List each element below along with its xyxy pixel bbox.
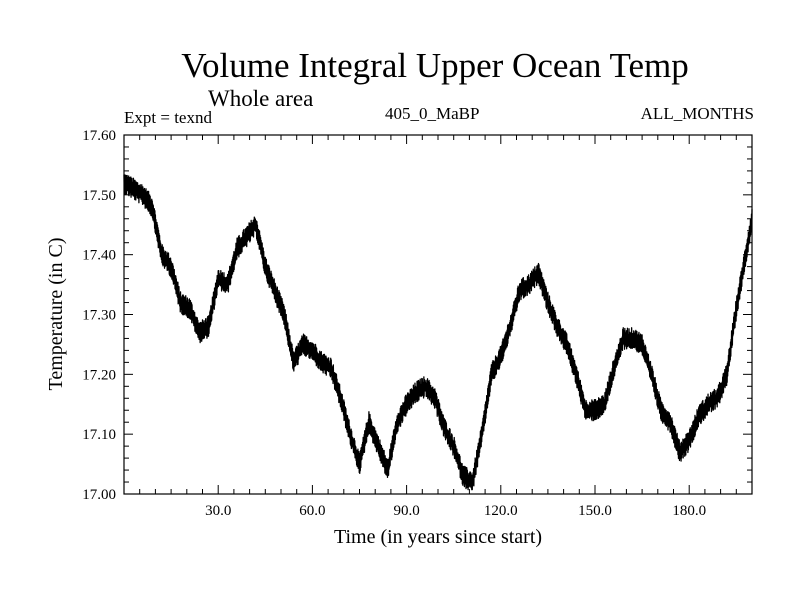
- chart-subtitle: Whole area: [208, 86, 314, 111]
- y-tick-label: 17.00: [82, 487, 116, 503]
- x-tick-label: 120.0: [484, 503, 518, 519]
- y-tick-label: 17.20: [82, 367, 116, 383]
- y-tick-label: 17.40: [82, 248, 116, 264]
- x-tick-label: 30.0: [205, 503, 231, 519]
- chart-title: Volume Integral Upper Ocean Temp: [181, 46, 689, 85]
- axis-ticks: [124, 134, 752, 495]
- x-axis-label: Time (in years since start): [334, 526, 542, 548]
- series-line-temperature: [123, 174, 753, 491]
- y-axis-label: Temperature (in C): [45, 238, 67, 391]
- case-label: 405_0_MaBP: [385, 104, 480, 123]
- x-tick-label: 150.0: [578, 503, 612, 519]
- y-tick-label: 17.50: [82, 188, 116, 204]
- x-tick-label: 90.0: [393, 503, 419, 519]
- plot-frame: [123, 134, 753, 495]
- experiment-label: Expt = texnd: [124, 108, 212, 127]
- x-tick-label: 60.0: [299, 503, 325, 519]
- y-tick-label: 17.10: [82, 427, 116, 443]
- x-tick-labels: 30.0 60.0 90.0 120.0 150.0 180.0: [205, 503, 706, 519]
- months-label: ALL_MONTHS: [640, 104, 754, 123]
- x-tick-label: 180.0: [672, 503, 706, 519]
- y-tick-labels: 17.00 17.10 17.20 17.30 17.40 17.50 17.60: [82, 128, 116, 503]
- y-tick-label: 17.30: [82, 308, 116, 324]
- y-tick-label: 17.60: [82, 128, 116, 144]
